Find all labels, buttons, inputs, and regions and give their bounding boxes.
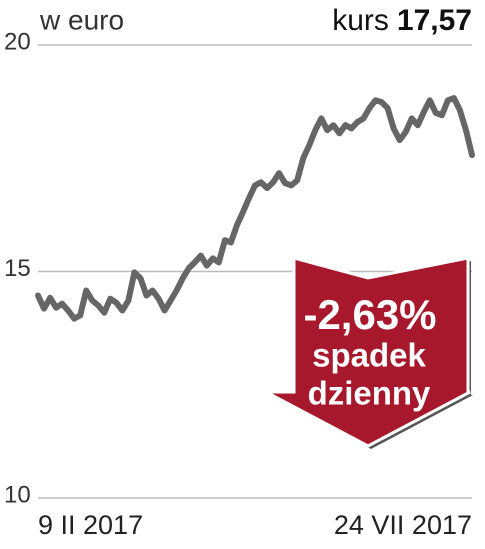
y-tick-label: 15 — [4, 255, 31, 282]
y-tick-label: 10 — [4, 481, 31, 508]
annotation-line: spadek — [312, 337, 426, 374]
price-value: 17,57 — [397, 4, 472, 37]
annotation-line: dzienny — [308, 375, 431, 412]
x-tick-label: 9 II 2017 — [38, 510, 143, 540]
unit-label: w euro — [39, 4, 124, 35]
down-arrow — [265, 256, 471, 448]
price-line — [35, 95, 475, 322]
y-tick-label: 20 — [4, 28, 31, 55]
price-label: kurs — [332, 4, 389, 37]
change-label: -2,63% — [303, 291, 436, 338]
x-tick-label: 24 VII 2017 — [334, 510, 472, 540]
price-header: kurs 17,57 — [332, 4, 472, 37]
